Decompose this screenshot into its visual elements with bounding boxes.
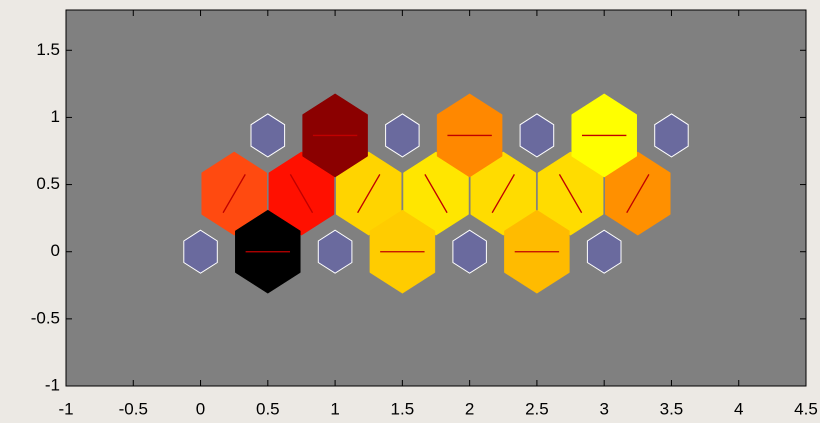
small-hexagon xyxy=(183,229,218,274)
small-hexagon xyxy=(250,113,286,158)
x-tick-label: 0.5 xyxy=(256,399,280,418)
x-tick-label: 1.5 xyxy=(391,399,415,418)
direction-line xyxy=(289,174,314,214)
x-tick-label: 4.5 xyxy=(794,399,818,418)
direction-line xyxy=(558,174,583,214)
x-tick-label: -0.5 xyxy=(119,399,148,418)
y-tick-label: 1 xyxy=(51,107,60,126)
x-tick-label: 0 xyxy=(196,399,205,418)
y-tick-label: 0 xyxy=(51,241,60,260)
x-tick-label: 4 xyxy=(734,399,743,418)
x-tick-label: 3.5 xyxy=(660,399,684,418)
direction-line xyxy=(424,174,448,214)
y-tick-label: 0.5 xyxy=(36,174,60,193)
direction-line xyxy=(222,174,246,214)
small-hexagon xyxy=(317,229,353,274)
y-tick-label: 1.5 xyxy=(36,40,60,59)
small-hexagon xyxy=(586,229,622,274)
small-hexagon xyxy=(452,229,487,274)
small-hexagon xyxy=(385,113,420,158)
y-tick-label: -1 xyxy=(45,375,60,394)
x-tick-label: 1 xyxy=(330,399,339,418)
x-tick-label: -1 xyxy=(58,399,73,418)
x-tick-label: 3 xyxy=(599,399,608,418)
small-hexagon xyxy=(519,113,555,158)
direction-line xyxy=(491,174,515,214)
small-hexagon xyxy=(654,113,689,158)
direction-line xyxy=(626,174,650,214)
direction-line xyxy=(357,174,381,214)
x-tick-label: 2.5 xyxy=(525,399,549,418)
x-tick-label: 2 xyxy=(465,399,474,418)
y-tick-label: -0.5 xyxy=(31,308,60,327)
